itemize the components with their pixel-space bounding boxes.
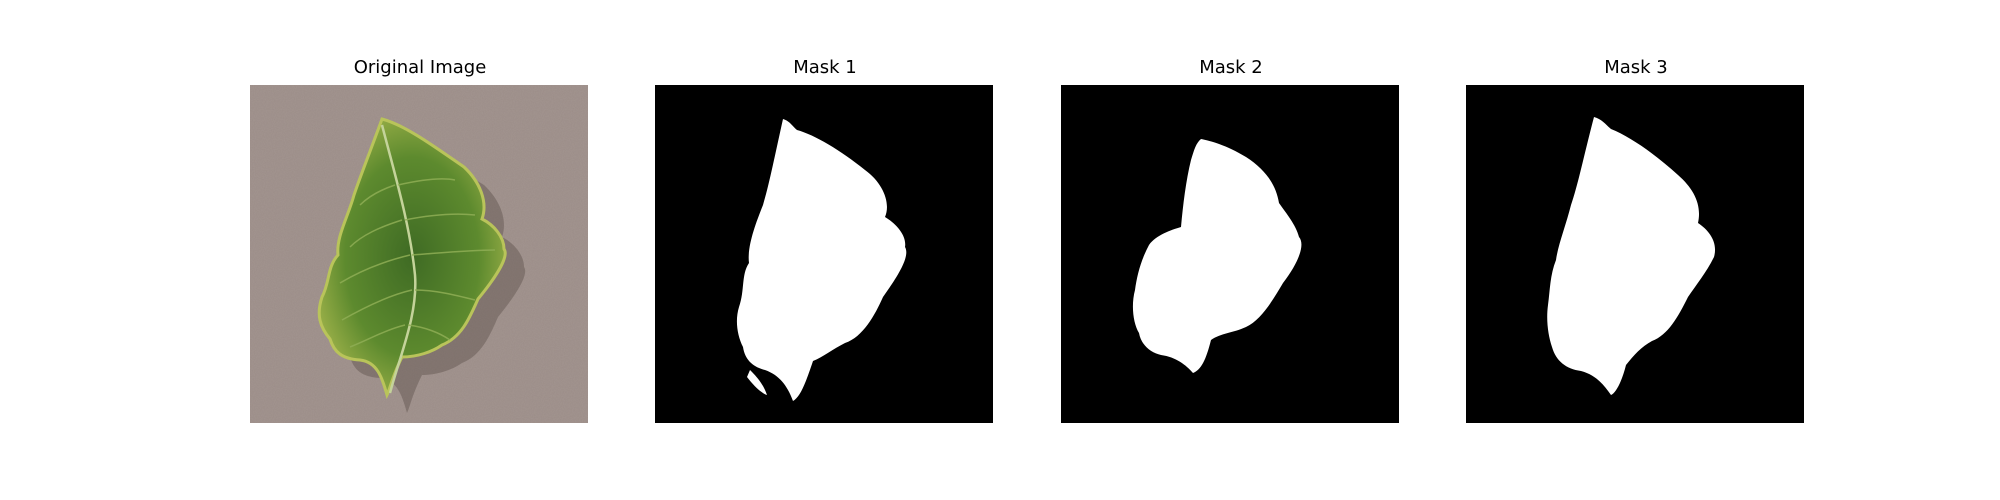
mask-foreground [1132,139,1302,373]
mask-2-image [1061,85,1399,423]
mask-3-image [1466,85,1804,423]
leaf-midrib [380,124,417,394]
mask-1-image [655,85,993,423]
mask-foreground [736,119,907,401]
leaf-veins [339,178,496,348]
panel-mask-3: Mask 3 [1466,55,1806,423]
panel-mask-1: Mask 1 [655,55,995,423]
panel-title: Mask 3 [1604,57,1668,78]
panel-original-image: Original Image [250,55,590,423]
panel-mask-2: Mask 2 [1061,55,1401,423]
panel-title: Mask 1 [793,57,857,78]
panel-title: Mask 2 [1199,57,1263,78]
original-leaf-photo [250,85,588,423]
panel-title: Original Image [353,57,487,78]
mask-speck [747,370,767,395]
mask-foreground [1547,117,1716,395]
